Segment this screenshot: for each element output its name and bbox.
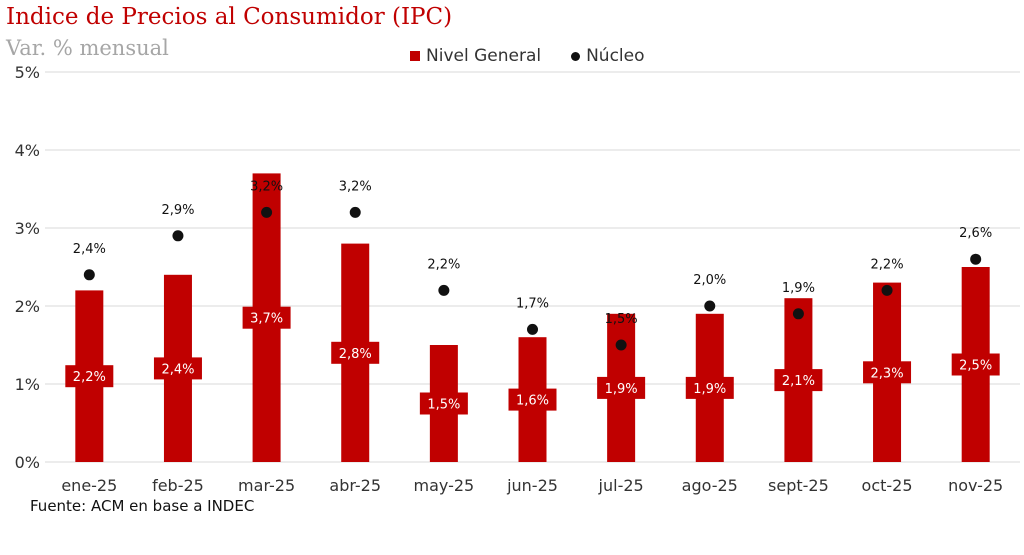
- legend-item-nucleo: Núcleo: [571, 46, 645, 66]
- dot-data-label: 2,4%: [73, 242, 106, 257]
- nucleo-dot: [261, 206, 273, 218]
- legend-swatch-bar: [410, 51, 420, 61]
- legend: Nivel General Núcleo: [410, 46, 645, 66]
- dot-data-label: 1,9%: [782, 281, 815, 296]
- y-tick-label: 3%: [15, 219, 40, 238]
- dot-data-label: 2,2%: [427, 257, 460, 272]
- x-tick-label: sept-25: [768, 476, 829, 495]
- dot-data-label: 3,2%: [250, 179, 283, 194]
- dot-data-label: 3,2%: [339, 179, 372, 194]
- bar-label-box: [331, 341, 380, 364]
- bar-data-label: 1,9%: [605, 382, 638, 397]
- bar-label-box: [863, 361, 912, 384]
- bar-label-box: [242, 306, 291, 329]
- y-tick-label: 0%: [15, 453, 40, 472]
- nucleo-dot: [615, 339, 627, 351]
- x-tick-label: mar-25: [238, 476, 295, 495]
- nucleo-dot: [704, 300, 716, 312]
- y-tick-label: 2%: [15, 297, 40, 316]
- x-tick-label: oct-25: [862, 476, 913, 495]
- nucleo-dot: [83, 269, 95, 281]
- nucleo-dot: [792, 308, 804, 320]
- x-tick-label: may-25: [414, 476, 475, 495]
- x-tick-label: feb-25: [152, 476, 204, 495]
- nucleo-dot: [172, 230, 184, 242]
- bar-label-box: [597, 376, 646, 399]
- nucleo-dot: [527, 323, 538, 335]
- bar-label-box: [65, 365, 114, 388]
- x-tick-label: abr-25: [329, 476, 381, 495]
- nucleo-dot: [349, 206, 361, 218]
- legend-label: Nivel General: [426, 46, 542, 66]
- dot-data-label: 1,7%: [516, 296, 549, 311]
- nucleo-dot: [970, 253, 982, 265]
- chart-title: Indice de Precios al Consumidor (IPC): [6, 4, 453, 30]
- bar-label-box: [153, 357, 202, 380]
- bar-data-label: 1,9%: [693, 382, 726, 397]
- x-tick-label: nov-25: [948, 476, 1003, 495]
- dot-data-label: 2,9%: [161, 203, 194, 218]
- nucleo-dot: [438, 284, 450, 296]
- bar-data-label: 3,7%: [250, 312, 283, 327]
- x-tick-label: ene-25: [61, 476, 117, 495]
- bar-data-label: 1,6%: [516, 394, 549, 409]
- bar-data-label: 2,3%: [871, 366, 904, 381]
- bar-data-label: 2,8%: [339, 347, 372, 362]
- chart-subtitle: Var. % mensual: [6, 36, 169, 60]
- y-tick-label: 5%: [15, 63, 40, 82]
- legend-swatch-dot: [571, 51, 581, 61]
- bar-data-label: 2,2%: [73, 370, 106, 385]
- bar-data-label: 2,1%: [782, 374, 815, 389]
- dot-data-label: 2,0%: [693, 273, 726, 288]
- y-tick-label: 1%: [15, 375, 40, 394]
- dot-data-label: 2,2%: [871, 257, 904, 272]
- x-tick-label: ago-25: [682, 476, 738, 495]
- bar-data-label: 2,5%: [959, 359, 992, 374]
- bar-data-label: 1,5%: [427, 398, 460, 413]
- bar-label-box: [951, 353, 1000, 376]
- bar-label-box: [508, 388, 557, 411]
- bar-label-box: [685, 376, 734, 399]
- dot-data-label: 1,5%: [605, 312, 638, 327]
- nucleo-dot: [881, 284, 893, 296]
- bar-label-box: [774, 369, 823, 392]
- dot-data-label: 2,6%: [959, 226, 992, 241]
- source-note: Fuente: ACM en base a INDEC: [30, 497, 255, 515]
- x-tick-label: jul-25: [598, 476, 644, 495]
- bar-data-label: 2,4%: [161, 362, 194, 377]
- legend-label: Núcleo: [586, 46, 645, 66]
- bar-label-box: [419, 392, 468, 415]
- y-tick-label: 4%: [15, 141, 40, 160]
- x-tick-label: jun-25: [506, 476, 558, 495]
- legend-item-nivel-general: Nivel General: [410, 46, 541, 66]
